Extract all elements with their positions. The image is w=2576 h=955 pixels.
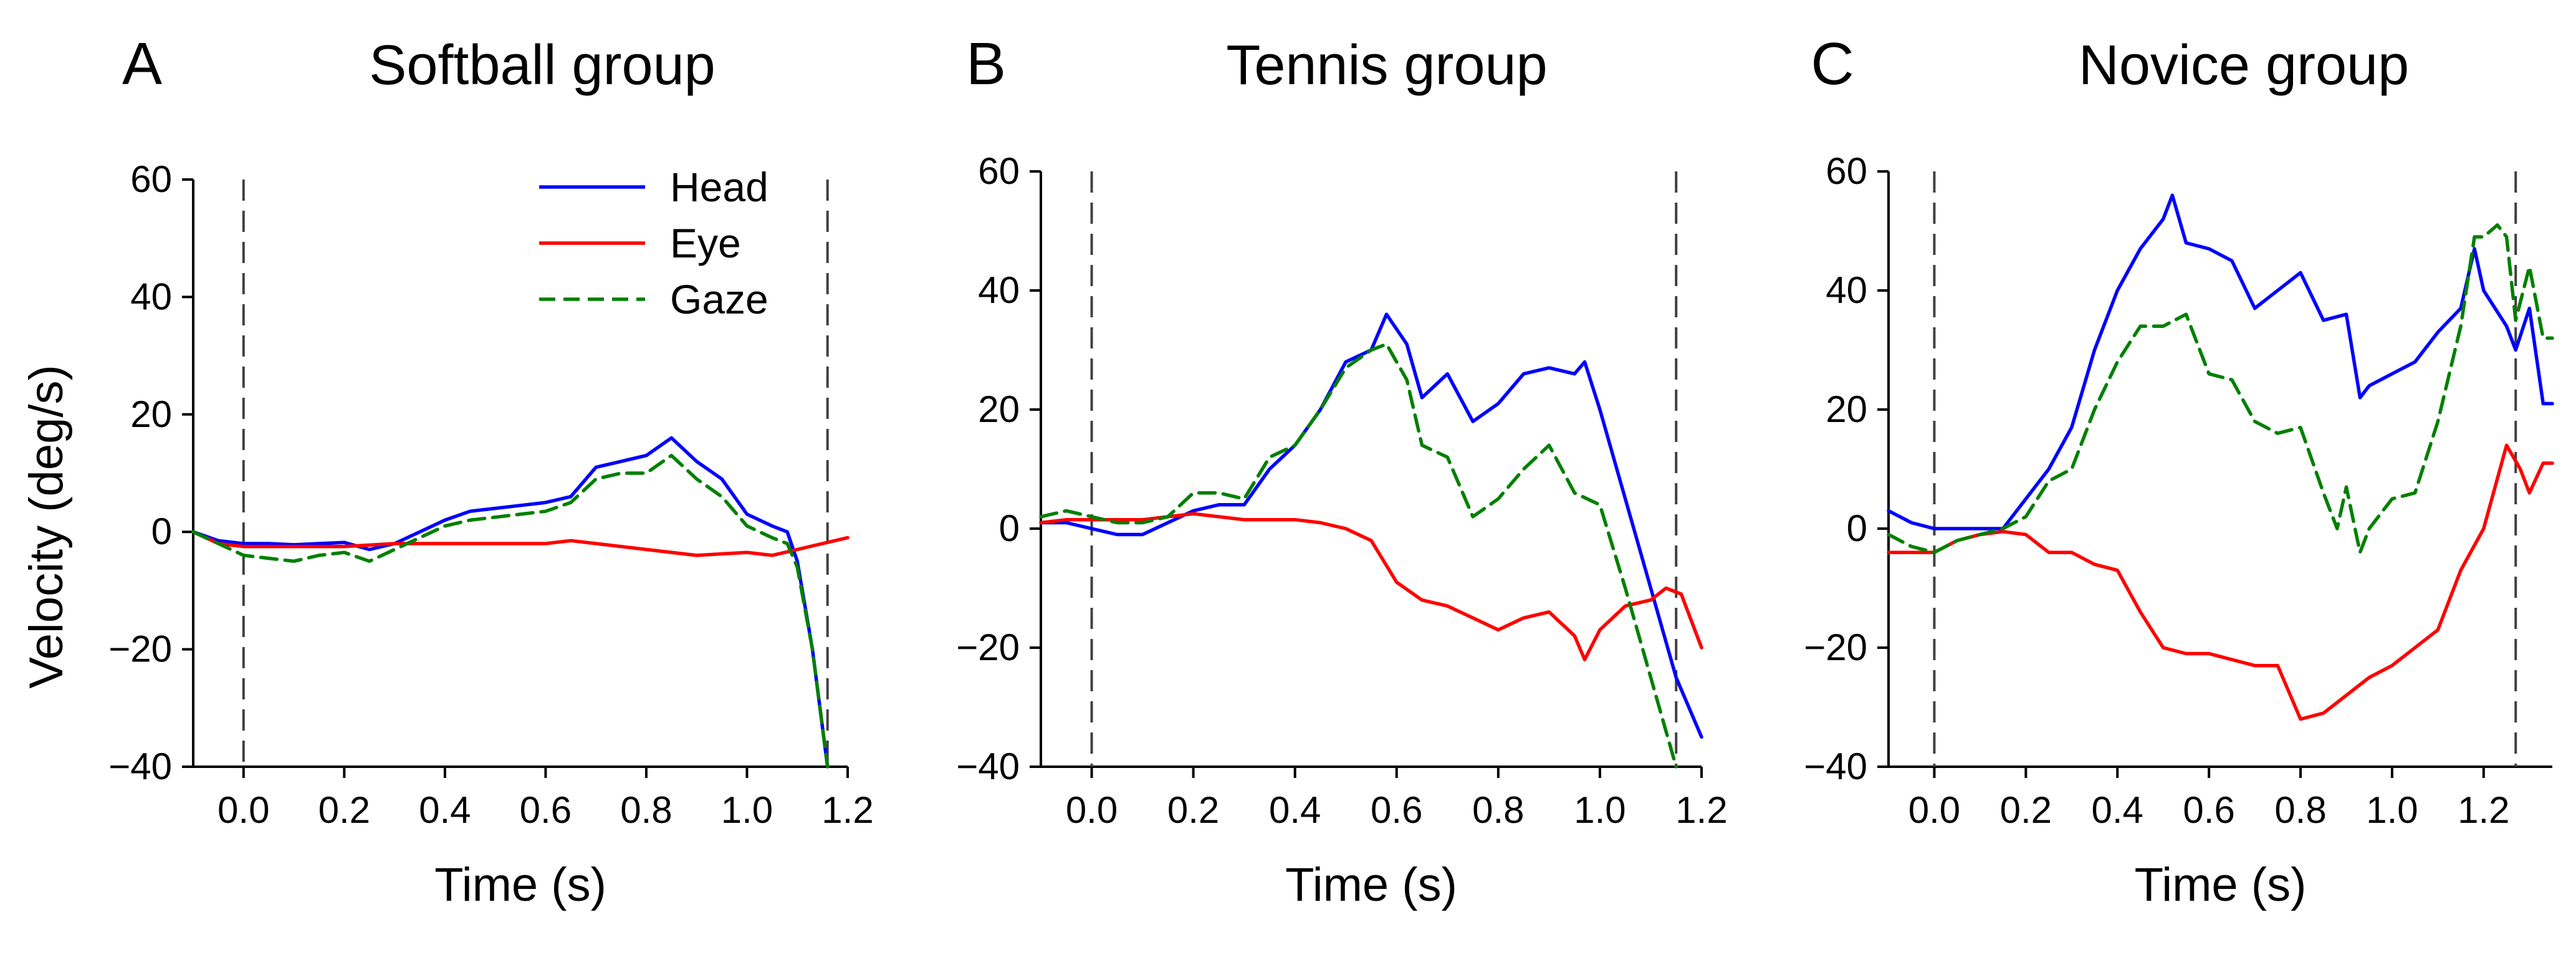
y-tick-label: 0	[151, 511, 172, 552]
y-tick-label: 40	[1826, 269, 1867, 311]
series-line-eye	[1039, 512, 1703, 661]
y-tick-label: 20	[1826, 388, 1867, 430]
x-axis-label: Time (s)	[2135, 858, 2307, 911]
series-line-gaze	[1887, 223, 2554, 554]
x-tick-label: 0.2	[1167, 789, 1219, 831]
legend-label-gaze: Gaze	[670, 276, 768, 322]
x-tick-label: 1.2	[821, 789, 873, 831]
x-tick-label: 0.6	[520, 789, 572, 831]
x-tick-label: 1.2	[2458, 789, 2509, 831]
panel-letter: B	[966, 31, 1006, 97]
legend: Head Eye Gaze	[539, 164, 768, 322]
series-line-gaze	[191, 453, 830, 769]
y-tick-label: 60	[1826, 150, 1867, 192]
x-tick-label: 0.4	[419, 789, 471, 831]
legend-label-eye: Eye	[670, 220, 741, 266]
y-tick-label: −20	[1804, 626, 1867, 668]
y-tick-label: 0	[999, 507, 1020, 549]
y-tick-label: 0	[1847, 507, 1867, 549]
x-tick-label: 0.2	[318, 789, 370, 831]
series-line-eye	[1887, 443, 2554, 721]
series-line-head	[191, 436, 830, 769]
x-tick-label: 0.6	[1371, 789, 1422, 831]
series-line-head	[1039, 312, 1703, 739]
y-tick-label: −40	[956, 746, 1020, 787]
series-line-head	[1887, 193, 2554, 530]
x-tick-label: 0.0	[218, 789, 269, 831]
y-tick-label: 20	[978, 388, 1020, 430]
panel-c: C Novice group 60 40 20 0 −20 −40 0.0 0.2 0.4 0.6 0.…	[1804, 31, 2554, 911]
legend-label-head: Head	[670, 164, 768, 210]
y-tick-label: 40	[978, 269, 1020, 311]
y-tick-label: 40	[130, 276, 172, 317]
x-tick-label: 0.6	[2183, 789, 2234, 831]
panel-a: A Softball group 60 40 20 0 −20 −40 0.0 0.2 0.4 0.6…	[108, 31, 873, 911]
x-tick-label: 0.8	[620, 789, 672, 831]
x-tick-label: 1.2	[1675, 789, 1727, 831]
y-axis-label: Velocity (deg/s)	[20, 365, 73, 689]
x-tick-label: 0.2	[2000, 789, 2052, 831]
y-tick-label: −20	[108, 628, 172, 670]
x-tick-label: 1.0	[2366, 789, 2418, 831]
y-tick-label: 20	[130, 393, 172, 435]
y-tick-label: −40	[1804, 746, 1867, 787]
panel-title: Softball group	[369, 34, 715, 97]
y-tick-label: 60	[130, 158, 172, 200]
y-tick-label: 60	[978, 150, 1020, 192]
series-line-eye	[191, 530, 850, 557]
y-tick-label: −40	[108, 746, 172, 787]
y-tick-label: −20	[956, 626, 1020, 668]
panel-title: Novice group	[2079, 34, 2409, 97]
x-tick-label: 1.0	[1574, 789, 1626, 831]
panel-b: B Tennis group 60 40 20 0 −20 −40 0.0 0.2 0.4 0.6 0.…	[956, 31, 1727, 911]
x-tick-label: 0.8	[1472, 789, 1524, 831]
x-tick-label: 0.8	[2274, 789, 2326, 831]
series-line-gaze	[1039, 342, 1678, 769]
x-tick-label: 0.0	[1908, 789, 1960, 831]
x-tick-label: 0.4	[2092, 789, 2143, 831]
x-tick-label: 1.0	[721, 789, 773, 831]
x-axis-label: Time (s)	[434, 858, 606, 911]
x-tick-label: 0.4	[1269, 789, 1321, 831]
x-tick-label: 0.0	[1066, 789, 1118, 831]
panel-letter: C	[1811, 31, 1854, 97]
panel-title: Tennis group	[1226, 34, 1547, 97]
x-axis-label: Time (s)	[1285, 858, 1457, 911]
panel-letter: A	[122, 31, 162, 97]
